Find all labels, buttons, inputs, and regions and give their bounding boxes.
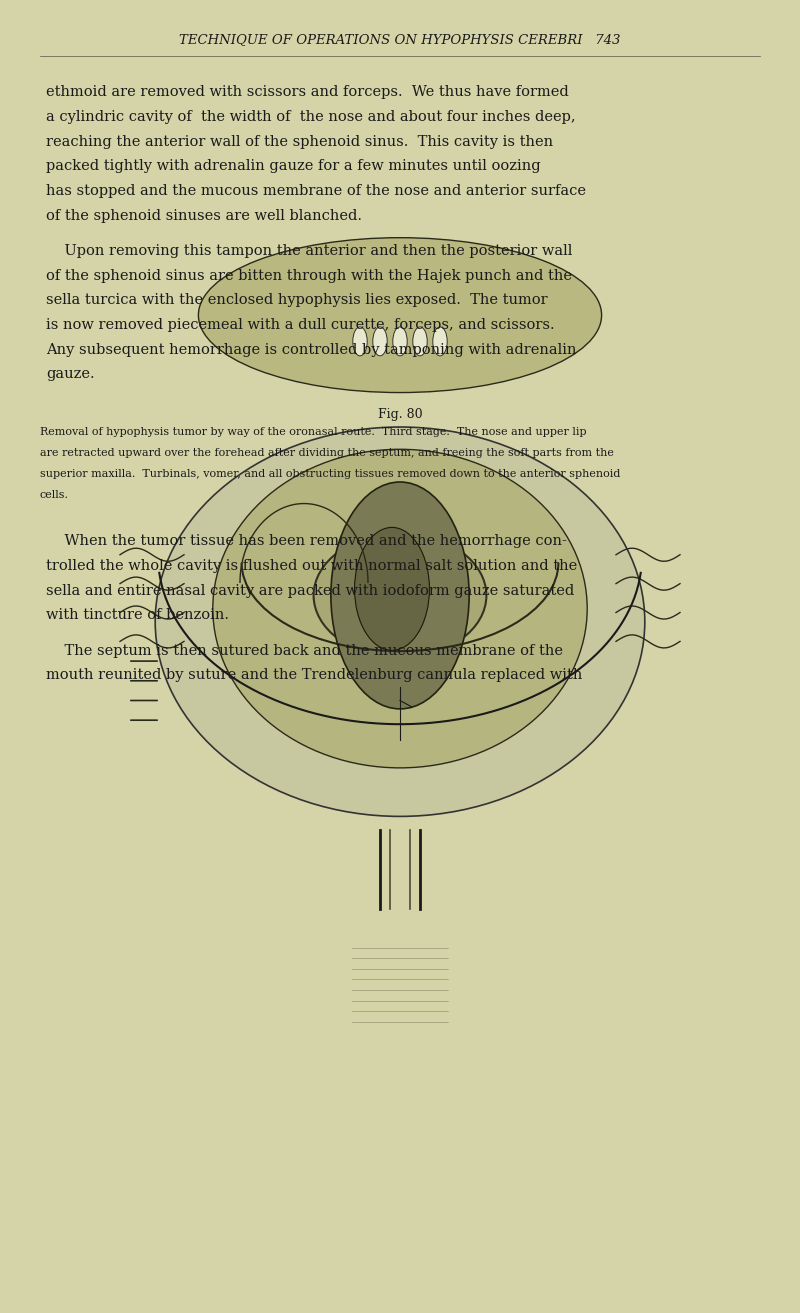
Text: reaching the anterior wall of the sphenoid sinus.  This cavity is then: reaching the anterior wall of the spheno…	[46, 135, 554, 148]
Text: When the tumor tissue has been removed and the hemorrhage con-: When the tumor tissue has been removed a…	[46, 534, 567, 549]
Ellipse shape	[373, 327, 387, 356]
Ellipse shape	[198, 238, 602, 393]
Text: sella and entire nasal cavity are packed with iodoform gauze saturated: sella and entire nasal cavity are packed…	[46, 584, 574, 597]
Text: is now removed piecemeal with a dull curette, forceps, and scissors.: is now removed piecemeal with a dull cur…	[46, 318, 555, 332]
Text: gauze.: gauze.	[46, 368, 95, 381]
Text: Any subsequent hemorrhage is controlled by tamponing with adrenalin: Any subsequent hemorrhage is controlled …	[46, 343, 577, 357]
Ellipse shape	[413, 327, 427, 356]
Text: packed tightly with adrenalin gauze for a few minutes until oozing: packed tightly with adrenalin gauze for …	[46, 159, 541, 173]
Text: ethmoid are removed with scissors and forceps.  We thus have formed: ethmoid are removed with scissors and fo…	[46, 85, 569, 100]
Text: has stopped and the mucous membrane of the nose and anterior surface: has stopped and the mucous membrane of t…	[46, 184, 586, 198]
Text: are retracted upward over the forehead after dividing the septum, and freeing th: are retracted upward over the forehead a…	[40, 448, 614, 458]
Text: Removal of hypophysis tumor by way of the oronasal route.  Third stage.  The nos: Removal of hypophysis tumor by way of th…	[40, 427, 586, 437]
Text: trolled the whole cavity is flushed out with normal salt solution and the: trolled the whole cavity is flushed out …	[46, 559, 578, 572]
Ellipse shape	[433, 327, 447, 356]
Text: cells.: cells.	[40, 490, 69, 500]
Text: The septum is then sutured back and the mucous membrane of the: The septum is then sutured back and the …	[46, 643, 563, 658]
Text: mouth reunited by suture and the Trendelenburg cannula replaced with: mouth reunited by suture and the Trendel…	[46, 668, 582, 683]
Ellipse shape	[155, 427, 645, 817]
Text: of the sphenoid sinus are bitten through with the Hajek punch and the: of the sphenoid sinus are bitten through…	[46, 269, 573, 282]
Ellipse shape	[353, 327, 367, 356]
Circle shape	[354, 528, 430, 650]
Ellipse shape	[393, 327, 407, 356]
Text: with tincture of benzoin.: with tincture of benzoin.	[46, 608, 230, 622]
Text: of the sphenoid sinuses are well blanched.: of the sphenoid sinuses are well blanche…	[46, 209, 362, 223]
Text: a cylindric cavity of  the width of  the nose and about four inches deep,: a cylindric cavity of the width of the n…	[46, 110, 576, 123]
Text: superior maxilla.  Turbinals, vomer, and all obstructing tissues removed down to: superior maxilla. Turbinals, vomer, and …	[40, 469, 620, 479]
Ellipse shape	[314, 533, 486, 658]
Text: Upon removing this tampon the anterior and then the posterior wall: Upon removing this tampon the anterior a…	[46, 244, 573, 257]
Text: TECHNIQUE OF OPERATIONS ON HYPOPHYSIS CEREBRI   743: TECHNIQUE OF OPERATIONS ON HYPOPHYSIS CE…	[179, 33, 621, 46]
Text: Fig. 80: Fig. 80	[378, 408, 422, 421]
Ellipse shape	[213, 449, 587, 768]
Circle shape	[331, 482, 469, 709]
Text: sella turcica with the enclosed hypophysis lies exposed.  The tumor: sella turcica with the enclosed hypophys…	[46, 293, 548, 307]
